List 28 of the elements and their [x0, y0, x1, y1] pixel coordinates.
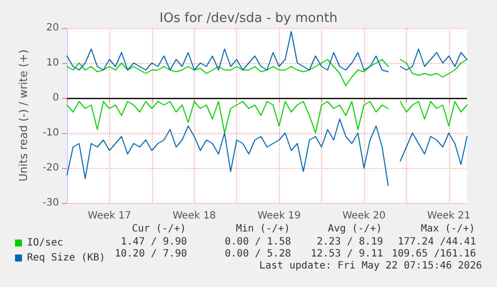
text: Cur (-/+): [132, 224, 186, 234]
y-axis-title: Units read (-) / write (+): [17, 49, 30, 182]
y-tick-label: 20: [46, 22, 59, 34]
text: 10.20 / 7.90: [114, 248, 187, 260]
x-tick-label: Week 18: [172, 210, 216, 222]
legend-label: Req Size (KB): [27, 252, 106, 264]
x-tick-label: Week 19: [257, 210, 301, 222]
text: Max (-/+): [420, 224, 475, 234]
y-tick-label: -10: [42, 128, 59, 138]
y-tick-label: -30: [42, 198, 59, 208]
y-tick-label: -20: [42, 162, 59, 174]
text: 177.24 /44.41: [398, 236, 476, 248]
text: Last update: Fri May 22 07:15:46 2026: [259, 260, 482, 272]
text: 0.00 / 1.58: [224, 236, 291, 248]
text: Min (-/+): [236, 224, 290, 234]
text: 109.65 /161.16: [392, 248, 476, 260]
chart-title: IOs for /dev/sda - by month: [160, 11, 338, 26]
x-tick-label: Week 17: [88, 210, 132, 222]
text: Avg (-/+): [328, 224, 382, 234]
y-tick-label: 0: [52, 92, 59, 104]
x-tick-label: Week 21: [427, 210, 470, 222]
legend-label: IO/sec: [27, 238, 64, 248]
text: 12.53 / 9.11: [310, 248, 383, 260]
text: 1.47 / 9.90: [120, 236, 187, 248]
y-tick-label: 10: [46, 58, 59, 68]
text: 2.23 / 8.19: [316, 236, 383, 248]
text: 0.00 / 5.28: [224, 248, 291, 260]
x-tick-label: Week 20: [342, 210, 386, 222]
